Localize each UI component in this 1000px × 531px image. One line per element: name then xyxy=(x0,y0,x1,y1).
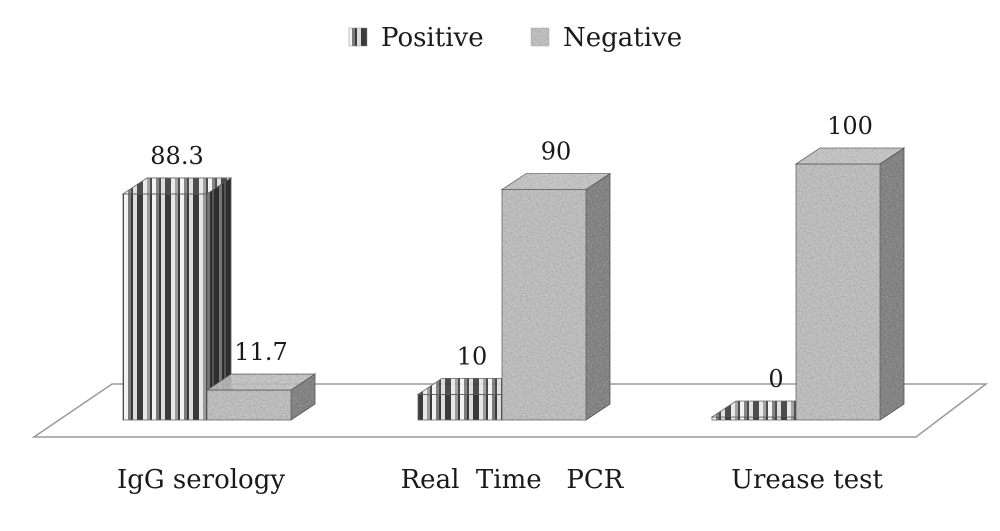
legend: Positive Negative xyxy=(348,23,682,53)
bar-negative-real-time-pcr-top xyxy=(500,173,612,191)
legend-item-positive: Positive xyxy=(348,23,484,53)
category-label-real-time-pcr: Real Time PCR xyxy=(401,465,625,495)
bar-negative-real-time-pcr-side xyxy=(585,172,611,421)
value-labels-group: 88.3 11.7 10 90 0 100 xyxy=(150,112,873,393)
legend-label-positive: Positive xyxy=(381,23,484,53)
legend-label-negative: Negative xyxy=(563,23,682,53)
bar-positive-igg-serology xyxy=(121,177,233,421)
legend-swatch-negative xyxy=(530,27,550,47)
bar-negative-igg-serology xyxy=(205,373,317,421)
bar-negative-real-time-pcr-front xyxy=(501,189,587,421)
bar-negative-igg-serology-top xyxy=(205,373,317,391)
value-label-negative-urease-test: 100 xyxy=(827,112,873,140)
legend-swatch-positive xyxy=(348,27,368,47)
bar-negative-igg-serology-front xyxy=(206,389,292,421)
legend-item-negative: Negative xyxy=(530,23,682,53)
value-label-positive-real-time-pcr: 10 xyxy=(457,342,488,370)
bar-positive-igg-serology-top xyxy=(121,177,233,195)
bar-negative-urease-test-side xyxy=(879,147,905,421)
category-labels-group: IgG serology Real Time PCR Urease test xyxy=(117,465,884,495)
value-label-positive-igg-serology: 88.3 xyxy=(150,142,203,170)
value-label-positive-urease-test: 0 xyxy=(768,365,783,393)
bar-negative-urease-test xyxy=(794,147,906,421)
category-label-igg-serology: IgG serology xyxy=(117,465,285,495)
bar-positive-igg-serology-front xyxy=(122,193,208,421)
bar-negative-urease-test-front xyxy=(795,163,881,421)
bar-positive-urease-test-front xyxy=(711,416,797,421)
bar-positive-real-time-pcr-front xyxy=(417,393,503,421)
value-label-negative-real-time-pcr: 90 xyxy=(541,138,572,166)
bars-group xyxy=(121,147,906,421)
bar-negative-urease-test-top xyxy=(794,147,906,165)
bar-negative-real-time-pcr xyxy=(500,172,612,421)
value-label-negative-igg-serology: 11.7 xyxy=(234,338,287,366)
category-label-urease-test: Urease test xyxy=(731,465,883,495)
